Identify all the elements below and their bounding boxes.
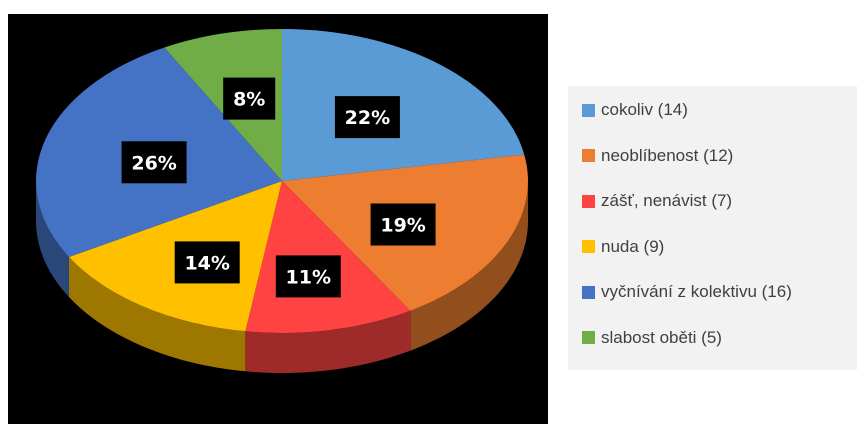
data-label-2: 19%: [370, 203, 436, 246]
data-label-box: [275, 255, 341, 298]
pie-side-5: [36, 181, 69, 297]
pie-slice-6: [164, 29, 282, 181]
data-label-text: 22%: [345, 107, 390, 129]
data-label-5: 26%: [121, 141, 187, 184]
legend-item: slabost oběti (5): [582, 326, 722, 350]
legend: cokoliv (14) neoblíbenost (12) zášť, nenáv…: [568, 86, 857, 370]
pie-side-4: [68, 257, 246, 372]
legend-label: neoblíbenost (12): [601, 145, 734, 165]
pie-side-2: [410, 181, 528, 351]
data-label-text: 14%: [184, 252, 229, 274]
data-label-text: 19%: [380, 215, 425, 237]
legend-item: cokoliv (14): [582, 98, 688, 122]
data-label-box: [334, 96, 400, 139]
data-label-6: 8%: [223, 77, 276, 120]
legend-label: cokoliv (14): [601, 100, 688, 119]
legend-label: nuda (9): [601, 236, 665, 256]
data-label-text: 26%: [131, 152, 176, 174]
data-label-text: 11%: [286, 266, 331, 288]
legend-swatch: [582, 149, 595, 162]
pie-chart: 22% 19% 11% 14% 26% 8%: [36, 29, 528, 373]
legend-swatch: [582, 285, 595, 299]
legend-label: vyčnívání z kolektivu (16): [601, 282, 792, 301]
data-labels: 22% 19% 11% 14% 26% 8%: [121, 77, 436, 298]
data-label-text: 8%: [233, 89, 265, 111]
legend-swatch: [582, 240, 595, 253]
data-label-box: [121, 141, 187, 184]
legend-item: zášť, nenávist (7): [582, 189, 732, 213]
pie-side-walls: [36, 181, 528, 373]
legend-item: neoblíbenost (12): [582, 144, 733, 168]
pie-side-3: [245, 310, 411, 373]
legend-label: slabost oběti (5): [601, 327, 722, 347]
data-label-box: [223, 77, 276, 120]
legend-item: vyčnívání z kolektivu (16): [582, 280, 792, 304]
data-label-4: 14%: [174, 241, 240, 284]
data-label-3: 11%: [275, 255, 341, 298]
legend-swatch: [582, 194, 595, 208]
legend-label: zášť, nenávist (7): [601, 191, 733, 210]
legend-swatch: [582, 103, 595, 117]
data-label-box: [370, 203, 436, 246]
chart-area: 22% 19% 11% 14% 26% 8%: [8, 14, 548, 424]
legend-swatch: [582, 331, 595, 344]
legend-item: nuda (9): [582, 235, 664, 259]
data-label-1: 22%: [334, 96, 400, 139]
pie-slice-1: [282, 29, 525, 181]
data-label-box: [174, 241, 240, 284]
